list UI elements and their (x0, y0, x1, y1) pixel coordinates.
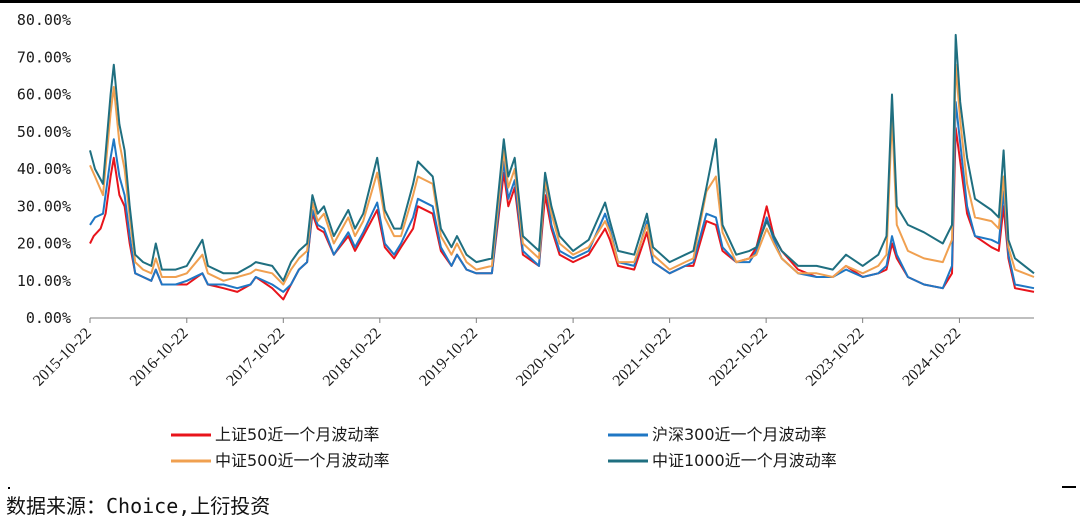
legend-label: 沪深300近一个月波动率 (652, 425, 827, 444)
y-tick-label: 0.00% (26, 309, 71, 327)
legend-label: 中证1000近一个月波动率 (652, 451, 837, 470)
series-line (89, 33, 1035, 282)
volatility-line-chart: 0.00% 10.00% 20.00% 30.00% 40.00% 50.00% 60.00… (17, 11, 1035, 470)
y-tick-label: 30.00% (17, 197, 71, 215)
series-line (89, 101, 1035, 293)
series-line (89, 63, 1035, 286)
y-tick-label: 10.00% (17, 272, 71, 290)
source-note: 数据来源：Choice,上衍投资 (6, 494, 271, 518)
y-tick-label: 50.00% (17, 123, 71, 141)
legend-label: 上证50近一个月波动率 (215, 425, 379, 444)
x-tick-label: 2019-10-22 (416, 325, 481, 390)
x-tick-label: 2016-10-22 (127, 325, 192, 390)
y-axis-ticks: 0.00% 10.00% 20.00% 30.00% 40.00% 50.00% 60.00… (17, 11, 71, 327)
corner-dot (8, 487, 10, 489)
top-border-rule (0, 0, 1080, 3)
x-tick-label: 2018-10-22 (320, 325, 385, 390)
x-axis-ticks: 2015-10-22 2016-10-22 2017-10-22 2018-10-22… (30, 318, 964, 390)
x-tick-label: 2023-10-22 (803, 325, 868, 390)
y-tick-label: 40.00% (17, 160, 71, 178)
legend-label: 中证500近一个月波动率 (215, 451, 390, 470)
x-tick-label: 2024-10-22 (899, 325, 964, 390)
x-tick-label: 2022-10-22 (706, 325, 771, 390)
y-tick-label: 60.00% (17, 86, 71, 104)
x-tick-label: 2017-10-22 (223, 325, 288, 390)
x-tick-label: 2021-10-22 (610, 325, 675, 390)
corner-rule (1062, 486, 1076, 488)
x-tick-label: 2015-10-22 (30, 325, 95, 390)
y-tick-label: 20.00% (17, 235, 71, 253)
x-tick-label: 2020-10-22 (513, 325, 578, 390)
series-lines (89, 33, 1035, 301)
y-tick-label: 70.00% (17, 48, 71, 66)
y-tick-label: 80.00% (17, 11, 71, 29)
